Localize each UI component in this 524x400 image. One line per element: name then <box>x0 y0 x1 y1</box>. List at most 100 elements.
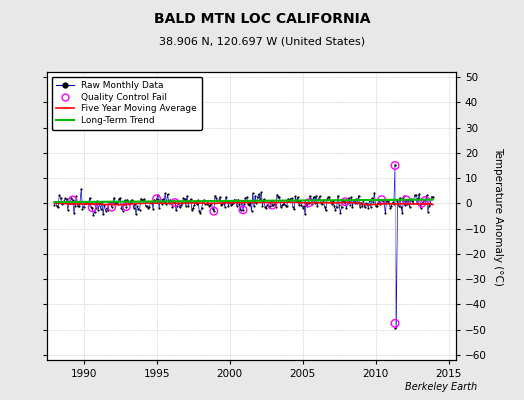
Point <box>282 202 291 209</box>
Point <box>293 194 302 200</box>
Point <box>116 194 124 201</box>
Point <box>346 202 354 208</box>
Point <box>280 200 289 207</box>
Point <box>304 200 313 206</box>
Point <box>391 320 399 326</box>
Point <box>301 211 309 218</box>
Point <box>384 198 392 204</box>
Point <box>174 200 183 206</box>
Point <box>279 201 287 208</box>
Point <box>237 198 246 204</box>
Point <box>391 162 399 169</box>
Point <box>299 204 307 211</box>
Point <box>53 203 61 210</box>
Point <box>227 202 235 208</box>
Point <box>77 186 85 192</box>
Text: BALD MTN LOC CALIFORNIA: BALD MTN LOC CALIFORNIA <box>154 12 370 26</box>
Point <box>259 196 268 202</box>
Point <box>224 203 233 209</box>
Point <box>267 197 275 204</box>
Point <box>110 194 118 201</box>
Point <box>414 194 422 201</box>
Point <box>304 200 313 206</box>
Point <box>372 203 380 209</box>
Point <box>51 199 60 205</box>
Point <box>399 193 408 200</box>
Point <box>421 197 430 204</box>
Point <box>381 210 389 216</box>
Point <box>377 196 386 203</box>
Point <box>413 200 421 206</box>
Point <box>370 190 378 196</box>
Point <box>308 201 316 208</box>
Point <box>214 197 223 204</box>
Point <box>377 196 386 203</box>
Point <box>339 198 347 204</box>
Point <box>152 196 161 202</box>
Point <box>429 194 437 200</box>
Point <box>202 200 211 207</box>
Point <box>152 196 161 202</box>
Point <box>380 199 388 206</box>
Point <box>94 206 103 213</box>
Point <box>161 190 169 197</box>
Point <box>246 200 255 206</box>
Point <box>125 200 133 207</box>
Point <box>143 203 151 210</box>
Point <box>396 194 404 201</box>
Point <box>351 200 359 206</box>
Point <box>333 204 341 210</box>
Point <box>240 201 248 208</box>
Point <box>409 199 418 206</box>
Point <box>127 197 135 204</box>
Point <box>265 204 273 210</box>
Point <box>422 192 431 198</box>
Point <box>266 203 274 210</box>
Point <box>107 204 116 210</box>
Point <box>154 192 162 198</box>
Point <box>179 195 188 201</box>
Point <box>207 200 215 206</box>
Point <box>85 194 94 201</box>
Point <box>155 205 163 211</box>
Point <box>390 201 398 207</box>
Point <box>350 197 358 203</box>
Text: Berkeley Earth: Berkeley Earth <box>405 382 477 392</box>
Point <box>354 192 363 199</box>
Point <box>58 200 66 207</box>
Point <box>394 198 402 205</box>
Point <box>270 201 279 208</box>
Point <box>278 202 286 208</box>
Point <box>88 204 96 211</box>
Point <box>255 191 263 197</box>
Point <box>324 194 332 201</box>
Point <box>97 199 106 206</box>
Point <box>210 208 218 214</box>
Legend: Raw Monthly Data, Quality Control Fail, Five Year Moving Average, Long-Term Tren: Raw Monthly Data, Quality Control Fail, … <box>52 76 202 130</box>
Point <box>268 202 276 208</box>
Point <box>247 208 256 214</box>
Point <box>300 203 308 209</box>
Point <box>173 202 181 209</box>
Point <box>55 192 63 198</box>
Point <box>369 199 377 206</box>
Point <box>420 196 429 203</box>
Point <box>411 192 420 198</box>
Point <box>163 191 172 197</box>
Point <box>57 194 65 201</box>
Point <box>218 201 226 208</box>
Point <box>387 202 396 209</box>
Point <box>105 199 113 206</box>
Point <box>211 192 219 199</box>
Point <box>182 203 190 209</box>
Point <box>239 207 247 213</box>
Point <box>361 204 369 210</box>
Point <box>415 190 423 197</box>
Point <box>379 197 387 203</box>
Point <box>284 195 292 202</box>
Point <box>78 205 86 212</box>
Point <box>319 197 328 203</box>
Point <box>257 189 266 196</box>
Point <box>201 201 210 208</box>
Point <box>225 199 234 205</box>
